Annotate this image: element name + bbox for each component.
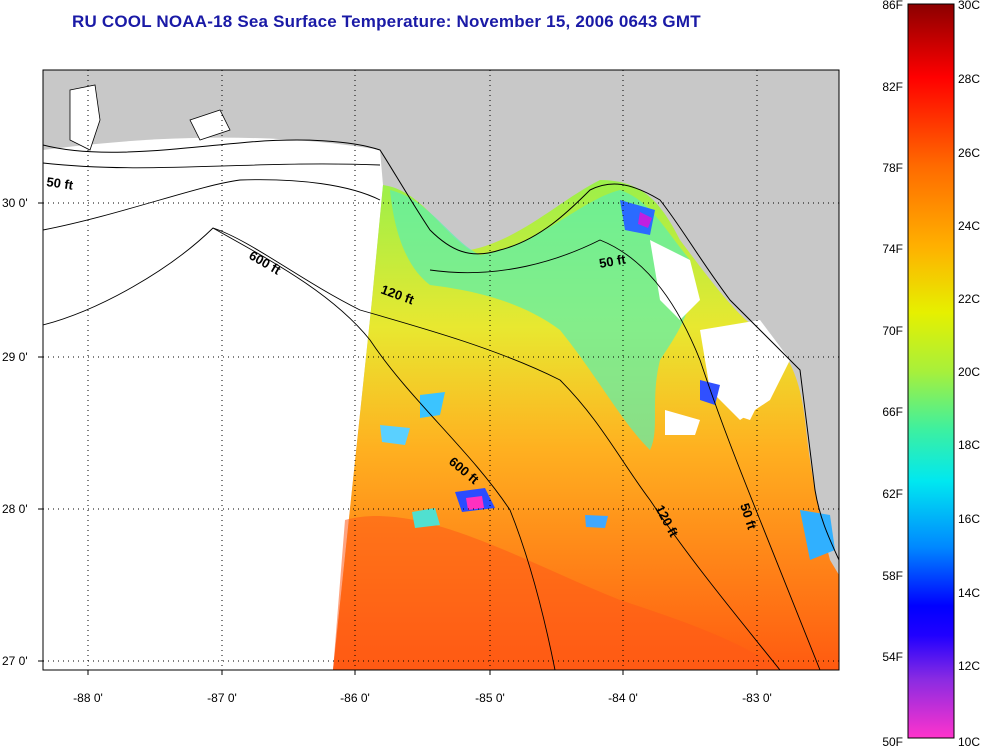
- lon-label: -87 0': [207, 691, 237, 705]
- bay-outline: [189, 109, 231, 141]
- colorbar-f-label: 82F: [882, 80, 903, 94]
- cool-spot: [420, 392, 445, 418]
- cool-nearshore: [390, 190, 693, 450]
- colorbar-f-label: 66F: [882, 405, 903, 419]
- colorbar-c-label: 20C: [958, 365, 980, 379]
- cold-spot: [700, 380, 720, 405]
- colorbar-c-labels: 30C 28C 26C 24C 22C 20C 18C 16C 14C 12C …: [958, 0, 980, 749]
- colorbar-c-label: 10C: [958, 735, 980, 749]
- warm-band: [333, 516, 780, 670]
- colorbar-f-label: 74F: [882, 242, 903, 256]
- colorbar-f-label: 70F: [882, 324, 903, 338]
- colorbar-f-label: 86F: [882, 0, 903, 12]
- cloud-patch: [700, 320, 790, 420]
- contour-600ft: [212, 227, 556, 670]
- map-border: [42, 69, 840, 671]
- lat-label: 30 0': [2, 196, 28, 210]
- colorbar-c-label: 14C: [958, 586, 980, 600]
- lon-label: -85 0': [475, 691, 505, 705]
- coastline: [43, 139, 839, 561]
- cold-spot: [466, 496, 484, 510]
- colorbar-f-labels: 86F 82F 78F 74F 70F 66F 62F 58F 54F 50F: [882, 0, 903, 749]
- colorbar-c-label: 30C: [958, 0, 980, 12]
- cool-spot: [412, 508, 440, 528]
- no-data-region: [43, 137, 383, 670]
- bay-outline: [69, 84, 101, 151]
- lon-label: -88 0': [73, 691, 103, 705]
- colorbar-f-label: 58F: [882, 569, 903, 583]
- colorbar: [907, 3, 955, 739]
- lon-label: -84 0': [608, 691, 638, 705]
- cloud-patch: [665, 410, 700, 435]
- cloud-patch: [650, 240, 700, 320]
- colorbar-c-label: 22C: [958, 292, 980, 306]
- cold-spot: [638, 212, 652, 228]
- cool-spot: [585, 515, 608, 528]
- axis-ticks: [38, 202, 758, 675]
- contour-120ft-west: [43, 179, 381, 231]
- contour-50ft: [429, 239, 821, 670]
- contour-label: 50 ft: [598, 251, 628, 271]
- lat-label: 28 0': [2, 502, 28, 516]
- colorbar-f-label: 78F: [882, 161, 903, 175]
- colorbar-c-label: 28C: [958, 72, 980, 86]
- colorbar-c-label: 26C: [958, 146, 980, 160]
- colorbar-c-label: 12C: [958, 659, 980, 673]
- contour-120ft: [43, 227, 781, 670]
- colorbar-f-label: 54F: [882, 650, 903, 664]
- colorbar-c-label: 18C: [958, 438, 980, 452]
- chart-title: RU COOL NOAA-18 Sea Surface Temperature:…: [72, 12, 701, 31]
- colorbar-c-label: 24C: [958, 219, 980, 233]
- cool-spot: [380, 425, 410, 445]
- colorbar-c-label: 16C: [958, 512, 980, 526]
- colorbar-f-label: 62F: [882, 487, 903, 501]
- graticule: [43, 70, 839, 670]
- contour-50ft-west: [43, 162, 381, 169]
- contour-label: 50 ft: [46, 174, 75, 193]
- lat-label: 29 0': [2, 350, 28, 364]
- lon-label: -83 0': [742, 691, 772, 705]
- lat-label: 27 0': [2, 654, 28, 668]
- cool-spot: [800, 510, 835, 560]
- cloud-patch: [735, 395, 760, 420]
- lon-label: -86 0': [340, 691, 370, 705]
- colorbar-f-label: 50F: [882, 735, 903, 749]
